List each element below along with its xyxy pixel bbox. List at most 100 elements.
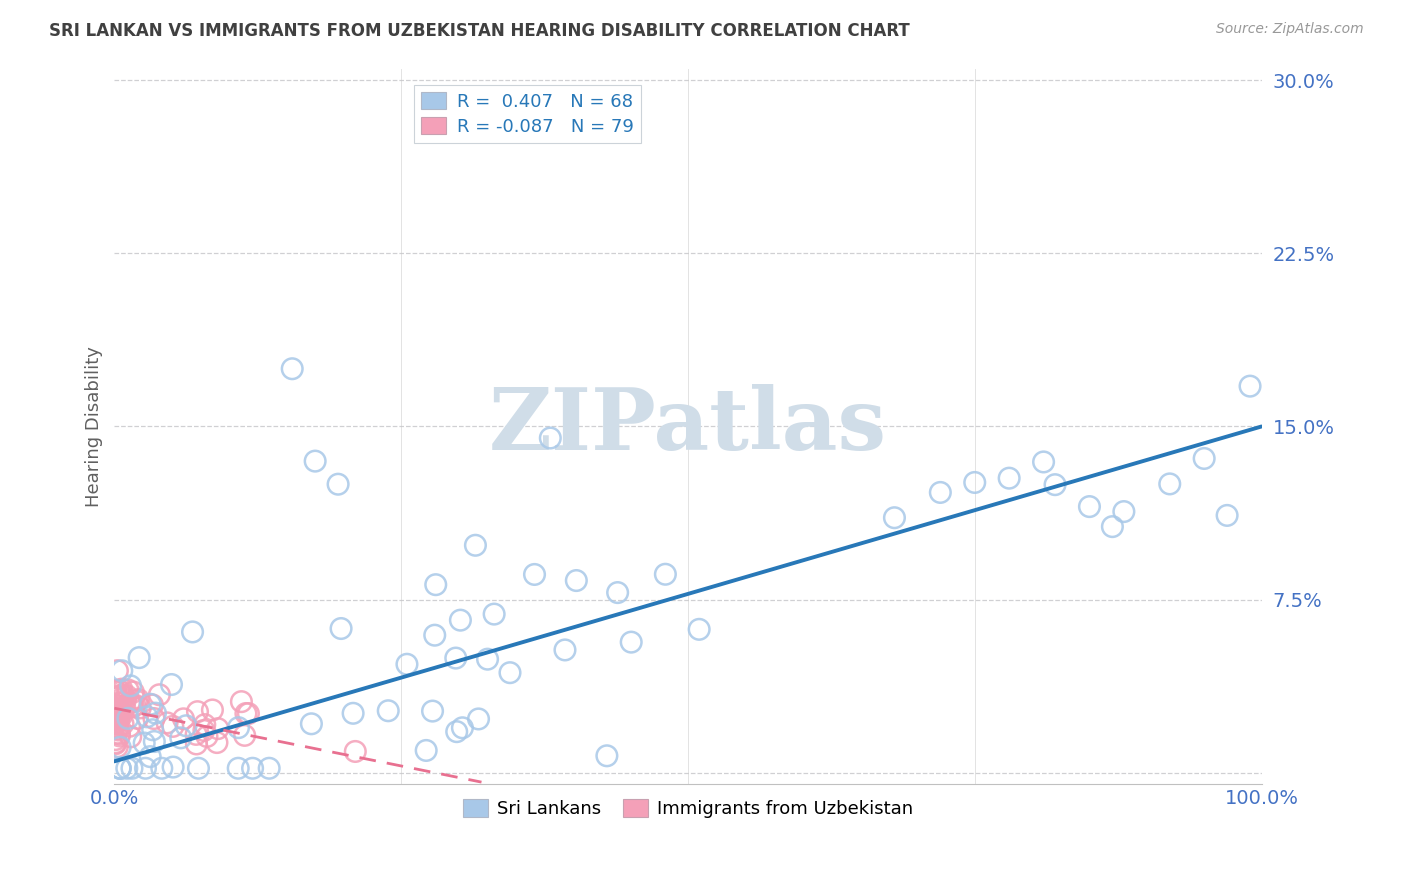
Point	[156, 715, 179, 730]
Point	[148, 688, 170, 702]
Point	[186, 737, 208, 751]
Point	[121, 761, 143, 775]
Point	[162, 719, 184, 733]
Point	[688, 623, 710, 637]
Text: ZIPatlas: ZIPatlas	[489, 384, 887, 468]
Point	[883, 510, 905, 524]
Point	[449, 613, 471, 627]
Point	[233, 728, 256, 742]
Point	[108, 706, 131, 720]
Point	[173, 712, 195, 726]
Point	[238, 706, 260, 721]
Point	[195, 730, 218, 744]
Point	[105, 701, 128, 715]
Point	[110, 688, 132, 702]
Point	[105, 699, 128, 714]
Point	[181, 624, 204, 639]
Point	[330, 622, 353, 636]
Point	[395, 657, 418, 672]
Point	[104, 684, 127, 698]
Point	[108, 761, 131, 775]
Point	[415, 743, 437, 757]
Point	[998, 471, 1021, 485]
Point	[451, 721, 474, 735]
Point	[207, 722, 229, 736]
Point	[201, 703, 224, 717]
Text: SRI LANKAN VS IMMIGRANTS FROM UZBEKISTAN HEARING DISABILITY CORRELATION CHART: SRI LANKAN VS IMMIGRANTS FROM UZBEKISTAN…	[49, 22, 910, 40]
Point	[111, 696, 134, 710]
Point	[1192, 451, 1215, 466]
Point	[104, 712, 127, 726]
Point	[107, 697, 129, 711]
Point	[499, 665, 522, 680]
Point	[136, 710, 159, 724]
Point	[344, 744, 367, 758]
Point	[111, 664, 134, 678]
Point	[104, 689, 127, 703]
Point	[446, 724, 468, 739]
Point	[1216, 508, 1239, 523]
Point	[112, 716, 135, 731]
Point	[193, 723, 215, 738]
Point	[115, 761, 138, 775]
Point	[115, 689, 138, 703]
Point	[117, 711, 139, 725]
Point	[299, 716, 322, 731]
Point	[194, 717, 217, 731]
Point	[1239, 379, 1261, 393]
Point	[108, 761, 131, 775]
Point	[482, 607, 505, 621]
Point	[107, 683, 129, 698]
Point	[464, 538, 486, 552]
Point	[139, 698, 162, 712]
Point	[120, 679, 142, 693]
Point	[108, 761, 131, 775]
Point	[107, 711, 129, 725]
Point	[963, 475, 986, 490]
Point	[326, 477, 349, 491]
Point	[235, 706, 257, 721]
Point	[111, 690, 134, 705]
Point	[127, 692, 149, 706]
Point	[596, 748, 619, 763]
Point	[129, 701, 152, 715]
Point	[107, 713, 129, 727]
Point	[554, 643, 576, 657]
Point	[929, 485, 952, 500]
Legend: Sri Lankans, Immigrants from Uzbekistan: Sri Lankans, Immigrants from Uzbekistan	[456, 792, 921, 825]
Point	[104, 736, 127, 750]
Point	[104, 719, 127, 733]
Point	[184, 727, 207, 741]
Y-axis label: Hearing Disability: Hearing Disability	[86, 346, 103, 507]
Point	[117, 682, 139, 697]
Point	[105, 664, 128, 678]
Point	[187, 761, 209, 775]
Point	[124, 698, 146, 712]
Point	[606, 585, 628, 599]
Point	[1112, 505, 1135, 519]
Point	[174, 719, 197, 733]
Point	[104, 698, 127, 712]
Point	[114, 693, 136, 707]
Point	[105, 705, 128, 719]
Point	[122, 699, 145, 714]
Point	[125, 694, 148, 708]
Point	[1101, 519, 1123, 533]
Point	[1078, 500, 1101, 514]
Point	[104, 704, 127, 718]
Point	[110, 685, 132, 699]
Point	[120, 730, 142, 744]
Point	[477, 652, 499, 666]
Point	[104, 690, 127, 705]
Point	[108, 740, 131, 755]
Point	[162, 760, 184, 774]
Point	[118, 696, 141, 710]
Point	[107, 704, 129, 718]
Point	[128, 650, 150, 665]
Point	[228, 721, 250, 735]
Point	[145, 706, 167, 720]
Point	[143, 734, 166, 748]
Point	[565, 574, 588, 588]
Point	[226, 761, 249, 775]
Point	[467, 712, 489, 726]
